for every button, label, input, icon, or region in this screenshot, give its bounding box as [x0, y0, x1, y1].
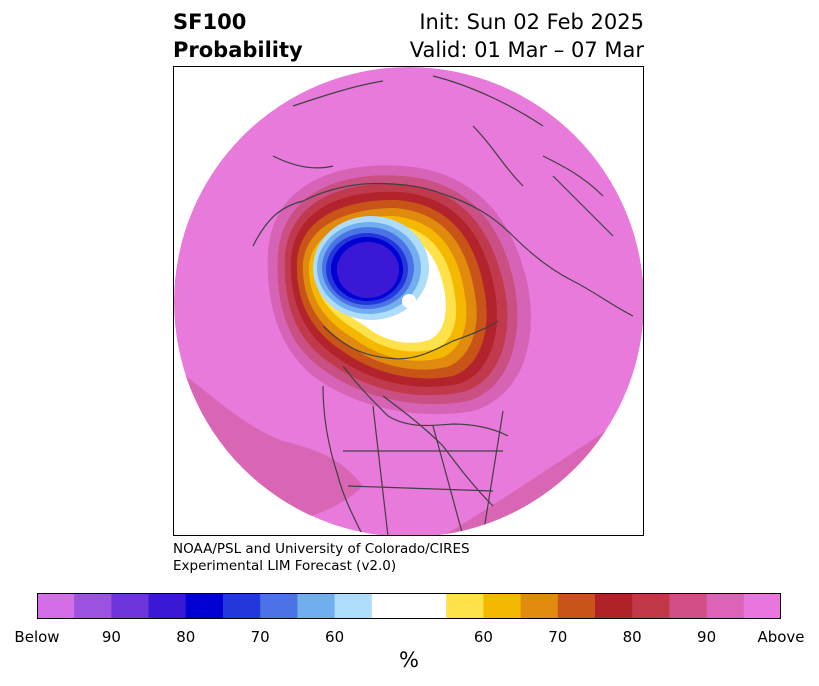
colorbar-swatch — [74, 593, 112, 619]
colorbar-swatch — [185, 593, 224, 619]
colorbar-swatch — [260, 593, 298, 619]
map-title-left: SF100 Probability — [173, 8, 303, 64]
colorbar-tick-label: Below — [14, 628, 60, 646]
coastlines — [252, 75, 634, 536]
colorbar-tick-label: 60 — [325, 628, 345, 646]
colorbar-tick-label: 60 — [473, 628, 493, 646]
probability-field — [174, 67, 644, 536]
colorbar-border — [37, 593, 781, 619]
colorbar-swatch — [483, 593, 522, 619]
colorbar-swatch — [111, 593, 150, 619]
map-border — [173, 66, 644, 536]
init-date: Init: Sun 02 Feb 2025 — [419, 10, 644, 34]
colorbar-tick-label: 80 — [176, 628, 196, 646]
product-name: Probability — [173, 38, 303, 62]
credit-line-1: NOAA/PSL and University of Colorado/CIRE… — [173, 541, 470, 557]
colorbar-tick-label: 80 — [622, 628, 642, 646]
colorbar-units: % — [399, 648, 419, 672]
colorbar-tick-label: 90 — [697, 628, 717, 646]
colorbar-tick-label: 70 — [548, 628, 568, 646]
colorbar-swatch — [669, 593, 708, 619]
colorbar-swatch — [706, 593, 745, 619]
colorbar — [37, 593, 781, 619]
colorbar-tick-label: Above — [757, 628, 805, 646]
colorbar-swatch — [371, 593, 447, 619]
valid-range: Valid: 01 Mar – 07 Mar — [409, 38, 644, 62]
polar-map — [173, 66, 644, 536]
colorbar-tick-label: 70 — [250, 628, 270, 646]
colorbar-tick-label: 90 — [101, 628, 121, 646]
colorbar-swatch — [557, 593, 596, 619]
colorbar-swatch — [632, 593, 670, 619]
colorbar-swatch — [743, 593, 781, 619]
colorbar-swatch — [37, 593, 75, 619]
variable-name: SF100 — [173, 10, 247, 34]
map-credit: NOAA/PSL and University of Colorado/CIRE… — [173, 541, 470, 575]
colorbar-swatch — [334, 593, 373, 619]
colorbar-swatch — [148, 593, 187, 619]
credit-line-2: Experimental LIM Forecast (v2.0) — [173, 558, 397, 574]
colorbar-swatch — [446, 593, 484, 619]
colorbar-swatch — [520, 593, 559, 619]
colorbar-swatch — [297, 593, 336, 619]
colorbar-swatch — [595, 593, 633, 619]
colorbar-swatch — [223, 593, 261, 619]
map-title-right: Init: Sun 02 Feb 2025 Valid: 01 Mar – 07… — [410, 8, 644, 64]
